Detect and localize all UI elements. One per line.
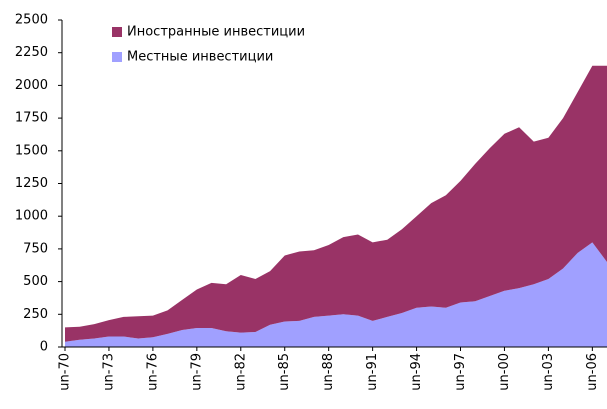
area — [65, 65, 607, 342]
y-tick-label: 2000 — [15, 78, 48, 93]
area — [65, 242, 607, 347]
y-tick-label: 1000 — [15, 209, 48, 224]
x-tick-label: un-06 — [585, 353, 600, 391]
x-tick-label: un-91 — [365, 353, 380, 391]
x-tick-label: un-70 — [58, 353, 73, 391]
x-tick-label: un-88 — [321, 353, 336, 391]
x-tick-label: un-76 — [145, 353, 160, 391]
legend-label: Иностранные инвестиции — [127, 25, 305, 40]
legend-label: Местные инвестиции — [127, 50, 273, 65]
y-tick-label: 1500 — [15, 143, 48, 158]
x-tick-label: un-79 — [189, 353, 204, 391]
y-tick-label: 500 — [23, 274, 48, 289]
x-tick-label: un-00 — [497, 353, 512, 391]
y-tick-label: 250 — [23, 307, 48, 322]
x-tick-label: un-85 — [277, 353, 292, 391]
y-tick-label: 1250 — [15, 176, 48, 191]
x-tick-label: un-82 — [233, 353, 248, 391]
y-tick-label: 750 — [23, 241, 48, 256]
y-tick-label: 1750 — [15, 111, 48, 126]
legend-swatch — [112, 27, 122, 37]
y-tick-label: 0 — [40, 340, 48, 355]
x-tick-label: un-73 — [101, 353, 116, 391]
y-tick-label: 2250 — [15, 45, 48, 60]
x-tick-label: un-03 — [541, 353, 556, 391]
x-tick-label: un-94 — [409, 353, 424, 391]
x-tick-label: un-97 — [453, 353, 468, 391]
y-tick-label: 2500 — [15, 13, 48, 28]
legend-swatch — [112, 52, 122, 62]
